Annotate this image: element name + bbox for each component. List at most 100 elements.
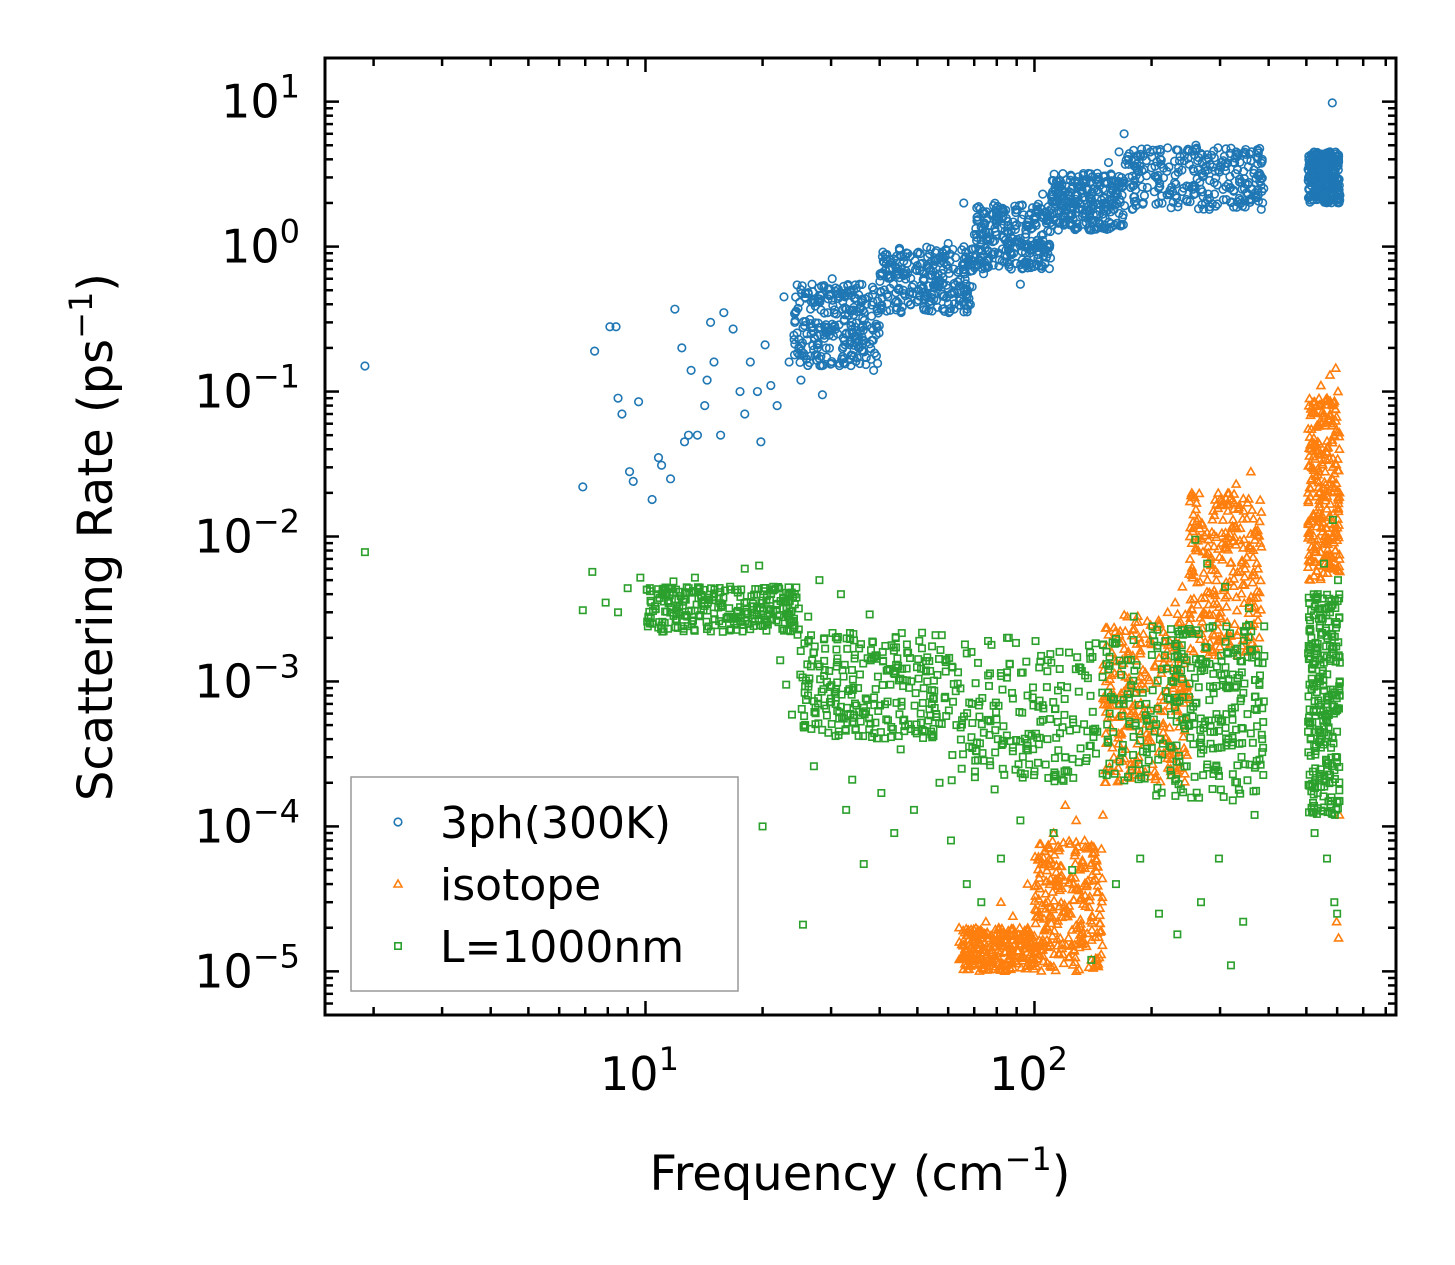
data-point (1061, 753, 1070, 762)
data-point (935, 253, 945, 263)
data-point (1227, 741, 1236, 750)
data-point (754, 585, 763, 594)
data-point (1202, 574, 1213, 584)
data-point (1331, 604, 1340, 613)
data-point (845, 339, 855, 350)
data-point (995, 964, 1007, 974)
data-point (1033, 872, 1045, 882)
data-point (840, 359, 850, 369)
x-tick-label: 102 (989, 1040, 1068, 1101)
data-point (1177, 626, 1186, 635)
data-point (1251, 607, 1263, 618)
data-point (1302, 518, 1314, 528)
data-point (1149, 715, 1158, 724)
data-point (1314, 447, 1326, 458)
series-3ph(300K) (360, 98, 1345, 505)
data-point (745, 357, 755, 367)
data-point (1047, 175, 1057, 186)
data-point (1132, 688, 1141, 697)
data-point (1186, 569, 1198, 580)
data-point (1203, 559, 1212, 568)
data-point (1104, 223, 1114, 234)
data-point (1008, 939, 1020, 949)
data-point (973, 954, 985, 964)
data-point (740, 564, 749, 573)
data-point (669, 577, 678, 586)
data-point (1321, 454, 1332, 465)
data-point (1005, 963, 1017, 973)
data-point (1074, 177, 1084, 187)
data-point (962, 880, 971, 889)
data-point (1157, 717, 1169, 728)
data-point (1247, 646, 1256, 655)
data-point (1066, 940, 1078, 950)
data-point (875, 269, 885, 279)
data-point (1075, 892, 1087, 902)
data-point (1330, 362, 1342, 372)
data-point (1239, 563, 1251, 573)
data-point (984, 681, 993, 690)
data-point (653, 453, 664, 463)
data-point (1190, 503, 1202, 514)
data-point (849, 285, 859, 295)
data-point (1177, 186, 1187, 197)
data-point (839, 672, 848, 681)
data-point (963, 709, 972, 718)
data-point (1108, 751, 1120, 762)
data-point (1059, 799, 1071, 810)
data-point (989, 701, 998, 710)
data-point (1249, 569, 1260, 579)
data-point (679, 437, 690, 447)
data-point (1006, 264, 1016, 274)
data-point (1245, 620, 1254, 629)
data-point (1221, 723, 1230, 732)
data-point (1125, 717, 1134, 726)
data-point (784, 357, 794, 367)
data-point (1240, 627, 1249, 636)
data-point (1249, 534, 1261, 544)
data-point (909, 805, 918, 814)
data-point (1153, 676, 1162, 685)
data-point (1209, 153, 1219, 163)
data-point (1115, 757, 1124, 766)
data-point (1194, 576, 1206, 586)
data-point (1332, 485, 1344, 495)
data-point (1062, 910, 1074, 921)
data-point (887, 641, 896, 650)
data-point (1128, 623, 1140, 633)
data-point (821, 352, 832, 362)
data-point (1252, 529, 1263, 539)
data-point (1028, 683, 1037, 692)
data-point (1208, 598, 1219, 609)
data-point (841, 725, 850, 734)
data-point (993, 211, 1003, 221)
data-point (1191, 699, 1200, 708)
data-point (734, 612, 743, 621)
data-point (1228, 733, 1237, 742)
data-point (1327, 753, 1336, 762)
data-point (986, 761, 995, 770)
data-point (1137, 166, 1147, 176)
data-point (1184, 521, 1196, 532)
data-point (867, 335, 877, 345)
data-point (1184, 495, 1196, 506)
data-point (1234, 174, 1245, 184)
data-point (1073, 182, 1083, 192)
data-point (1185, 624, 1194, 633)
data-point (1020, 770, 1029, 779)
data-point (1209, 189, 1220, 199)
data-point (1305, 172, 1315, 183)
data-point (1134, 760, 1143, 769)
data-point (933, 670, 942, 679)
data-point (1330, 544, 1341, 554)
data-point (1326, 434, 1338, 444)
data-point (1186, 604, 1198, 614)
data-point (1314, 498, 1325, 508)
data-point (1001, 928, 1013, 939)
data-point (1000, 770, 1009, 779)
data-point (797, 281, 807, 291)
data-point (1004, 235, 1014, 246)
data-point (1219, 151, 1229, 161)
data-point (1172, 741, 1181, 750)
data-point (1197, 168, 1207, 178)
